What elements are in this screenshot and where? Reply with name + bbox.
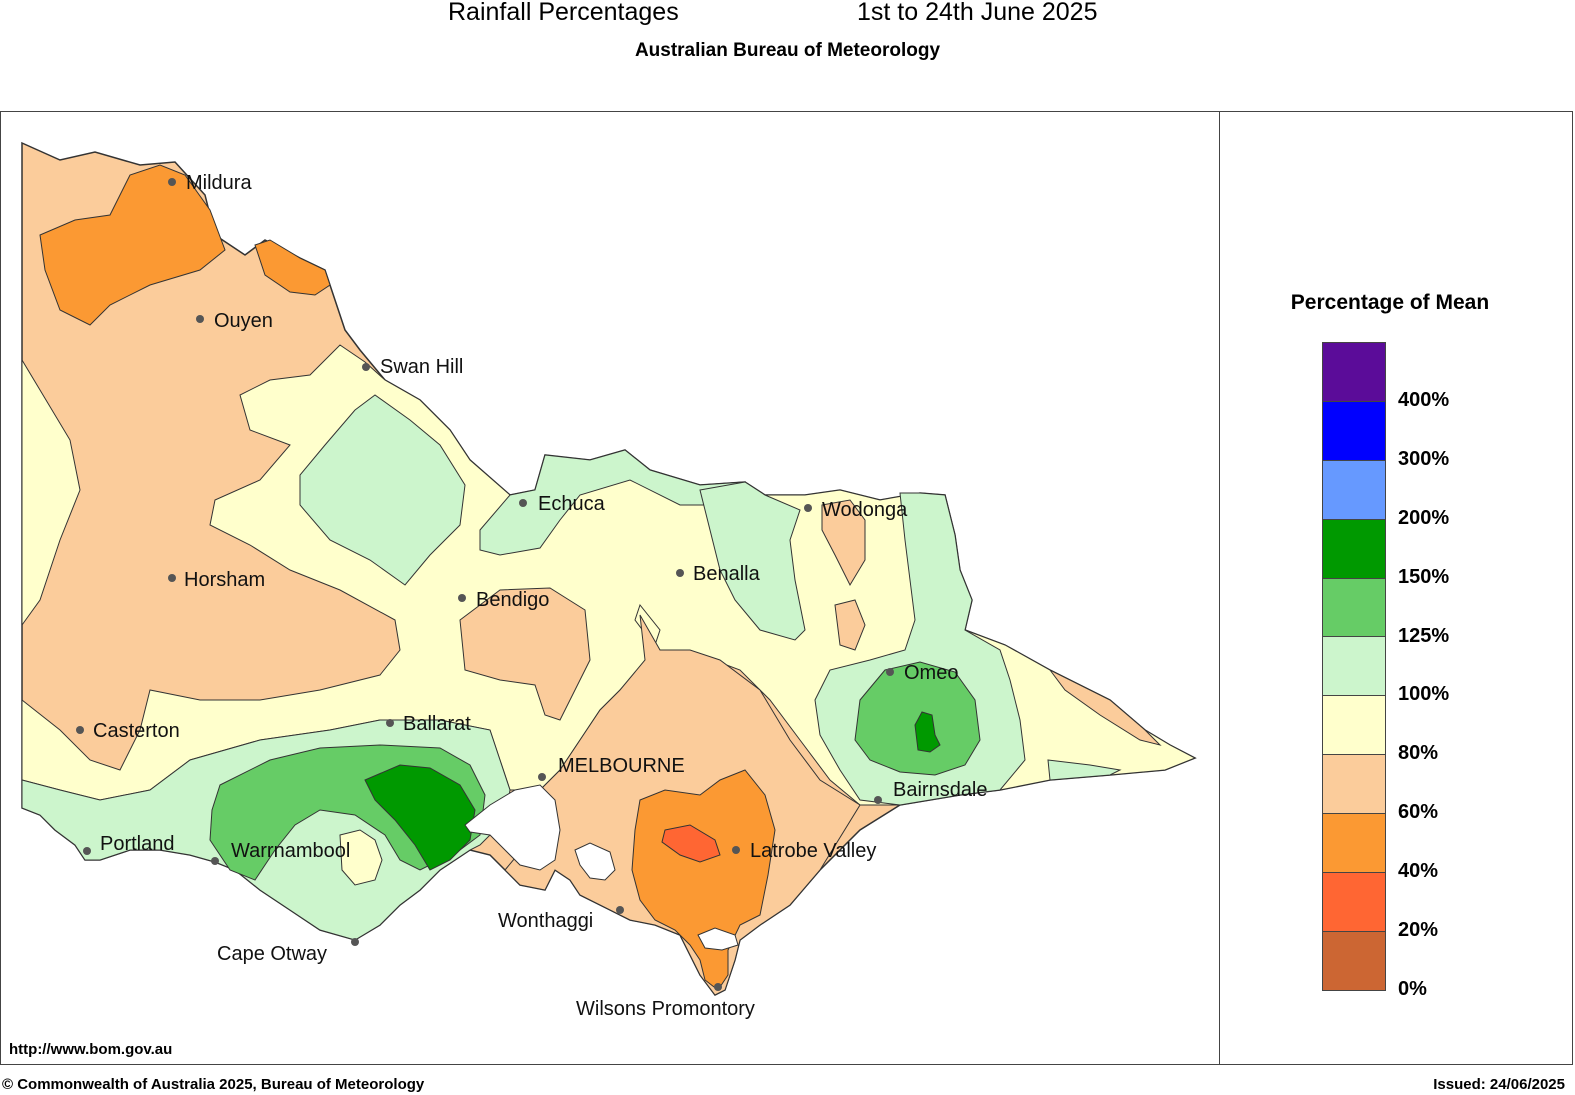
zone-100-125-swanhill (299, 394, 466, 586)
legend-swatch (1323, 343, 1385, 402)
legend-tick-label: 0% (1398, 977, 1427, 1000)
ouyen-label: Ouyen (214, 310, 273, 332)
warrnambool-dot (211, 857, 219, 865)
benalla-dot (676, 569, 684, 577)
zone-60-80-bendigo (459, 587, 591, 721)
legend-swatch (1323, 578, 1385, 638)
zone-60-80-wodonga (821, 499, 866, 587)
cape-otway-label: Cape Otway (217, 943, 327, 965)
wonthaggi-label: Wonthaggi (498, 910, 593, 932)
legend-swatch (1323, 755, 1385, 815)
legend-tick-label: 100% (1398, 683, 1450, 706)
legend-tick-label: 40% (1398, 860, 1439, 883)
legend-swatch (1323, 637, 1385, 697)
wonthaggi-dot (616, 906, 624, 914)
title-right: 1st to 24th June 2025 (857, 0, 1098, 26)
wodonga-dot (804, 504, 812, 512)
legend-tick-label: 20% (1398, 919, 1439, 941)
portland-label: Portland (100, 833, 175, 855)
source-url: http://www.bom.gov.au (9, 1041, 173, 1058)
legend-panel (1219, 111, 1573, 1065)
corner-inlet (697, 927, 739, 951)
legend-tick-label: 150% (1398, 565, 1450, 588)
legend-swatch (1323, 696, 1385, 756)
benalla-label: Benalla (693, 563, 761, 585)
wilsons-promontory-label: Wilsons Promontory (576, 998, 755, 1020)
copyright-notice: © Commonwealth of Australia 2025, Bureau… (2, 1076, 425, 1093)
mildura-label: Mildura (186, 172, 252, 194)
wodonga-label: Wodonga (822, 499, 908, 521)
zone-60-80-small (834, 599, 866, 651)
legend-tick-label: 80% (1398, 742, 1439, 765)
zone-100-125-far-east (1047, 759, 1122, 781)
melbourne-dot (538, 773, 546, 781)
legend-tick-label: 60% (1398, 801, 1439, 824)
bendigo-dot (458, 594, 466, 602)
legend-swatch (1323, 460, 1385, 520)
echuca-label: Echuca (538, 493, 606, 515)
legend-swatch (1323, 519, 1385, 579)
omeo-label: Omeo (904, 662, 958, 684)
victoria-rainfall-map: Mildura Ouyen Swan Hill Echuca Wodonga H… (21, 141, 1197, 1020)
wilsons-promontory-dot (714, 983, 722, 991)
zone-20-40-latrobe (661, 824, 721, 863)
ouyen-dot (196, 315, 204, 323)
legend-tick-label: 200% (1398, 506, 1450, 529)
legend-tick-label: 400% (1398, 388, 1450, 411)
casterton-dot (76, 726, 84, 734)
legend-tick-label: 125% (1398, 624, 1450, 647)
legend-swatch (1323, 931, 1385, 991)
zone-100-125-benalla (699, 481, 806, 641)
legend-swatch (1323, 814, 1385, 874)
port-phillip-bay (464, 784, 561, 871)
melbourne-label: MELBOURNE (558, 755, 685, 777)
map-title: Rainfall Percentages 1st to 24th June 20… (0, 0, 1575, 32)
horsham-label: Horsham (184, 569, 265, 591)
horsham-dot (168, 574, 176, 582)
bendigo-label: Bendigo (476, 589, 549, 611)
western-port (574, 842, 616, 881)
cape-otway-dot (351, 938, 359, 946)
legend-title: Percentage of Mean (1290, 291, 1490, 314)
warrnambool-label: Warrnambool (231, 840, 350, 862)
bairnsdale-label: Bairnsdale (893, 779, 988, 801)
map-subtitle: Australian Bureau of Meteorology (634, 40, 941, 61)
ballarat-dot (386, 719, 394, 727)
zone-150-200-omeo (914, 711, 941, 753)
ballarat-label: Ballarat (403, 713, 471, 735)
casterton-label: Casterton (93, 720, 180, 742)
issued-date: Issued: 24/06/2025 (1433, 1076, 1565, 1093)
zone-40-60-ne-mallee (254, 239, 331, 296)
swan-hill-label: Swan Hill (380, 356, 463, 378)
zone-125-150-omeo (854, 661, 981, 776)
mildura-dot (168, 178, 176, 186)
legend-color-ramp (1322, 342, 1386, 991)
latrobe-valley-dot (732, 846, 740, 854)
latrobe-valley-label: Latrobe Valley (750, 840, 876, 862)
swan-hill-dot (362, 363, 370, 371)
title-left: Rainfall Percentages (448, 0, 679, 26)
legend-swatch (1323, 873, 1385, 932)
zone-40-60-mildura (39, 164, 226, 326)
omeo-dot (886, 668, 894, 676)
echuca-dot (519, 499, 527, 507)
zone-150-200-geelong (364, 764, 476, 871)
zone-100-125-warrnambool-hole (339, 829, 383, 886)
zone-80-100-west (21, 358, 81, 627)
portland-dot (83, 847, 91, 855)
zone-40-60-latrobe (631, 769, 776, 991)
bairnsdale-dot (874, 796, 882, 804)
zone-60-80-east-coast (1049, 669, 1162, 746)
legend-tick-label: 300% (1398, 447, 1450, 470)
legend-swatch (1323, 401, 1385, 461)
